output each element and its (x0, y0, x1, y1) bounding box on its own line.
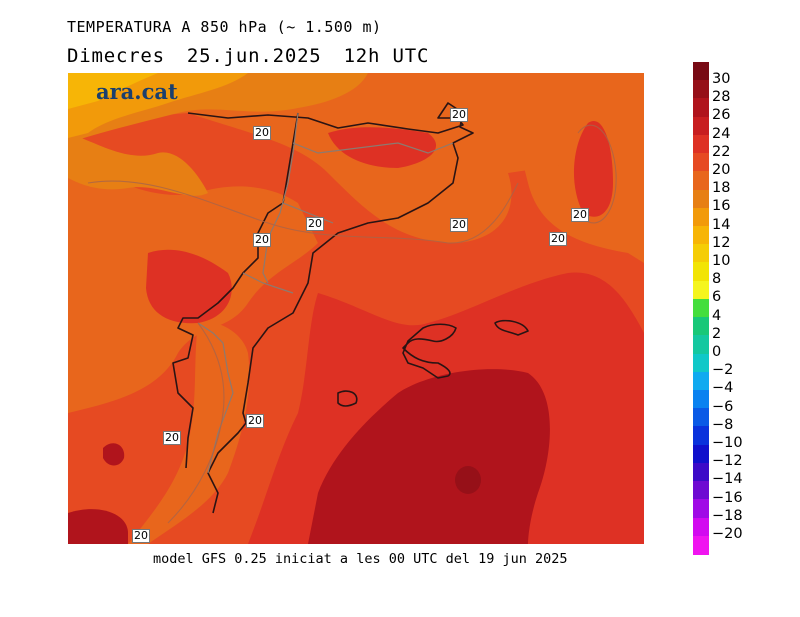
color-scale-label: 2 (712, 325, 722, 342)
forecast-day: Dimecres (67, 45, 165, 67)
coastline (172, 102, 529, 514)
color-scale-label: 0 (712, 344, 722, 360)
contour-label: 20 (253, 233, 271, 247)
color-scale-label: −10 (712, 435, 743, 451)
color-scale-swatch (693, 408, 709, 428)
color-scale-swatch (693, 317, 709, 336)
color-scale-swatch (693, 535, 709, 555)
color-scale-swatch (693, 80, 709, 100)
color-scale-label: 30 (712, 71, 731, 87)
temp-band-16-18-nw (68, 133, 208, 196)
contour-label: 20 (571, 208, 589, 222)
color-scale-swatch (693, 481, 709, 500)
color-scale-swatch (693, 499, 709, 519)
color-scale-swatch (693, 390, 709, 409)
color-scale-swatch (693, 189, 709, 209)
color-scale-swatch (693, 280, 709, 300)
color-scale-label: 20 (712, 162, 731, 178)
isotherm-20 (87, 124, 617, 524)
contour-label: 20 (253, 126, 271, 140)
color-scale-swatch (693, 171, 709, 191)
contour-label: 20 (246, 414, 264, 428)
contour-label: 20 (450, 218, 468, 232)
color-scale-swatch (693, 116, 709, 136)
color-scale-label: −14 (712, 471, 743, 488)
temperature-map (68, 73, 644, 544)
temp-band-22-24-west-pocket (146, 249, 232, 324)
temp-band-22-24-east-pocket (573, 121, 613, 217)
forecast-datetime: Dimecres 25.jun.2025 12h UTC (67, 45, 429, 67)
temp-band-24-26-inland (103, 443, 125, 466)
color-scale-swatch (693, 62, 709, 81)
color-scale-swatch (693, 262, 709, 282)
color-scale-label: −4 (712, 380, 734, 397)
color-scale-label: 24 (712, 125, 731, 142)
color-scale-swatch (693, 134, 709, 154)
color-scale-label: −6 (712, 398, 734, 415)
brand-logo: ara.cat (96, 79, 178, 104)
color-scale-label: 26 (712, 107, 731, 124)
color-scale-swatch (693, 371, 709, 391)
temp-band-24-26-sw (68, 509, 128, 544)
color-scale-label: 14 (712, 216, 731, 233)
forecast-date: 25.jun.2025 (186, 45, 322, 67)
temp-band-18-20-west (68, 73, 318, 413)
color-scale-swatch (693, 335, 709, 355)
color-scale-swatch (693, 244, 709, 264)
color-scale-swatch (693, 426, 709, 446)
color-scale-label: 28 (712, 89, 731, 106)
chart-title: TEMPERATURA A 850 hPa (~ 1.500 m) (67, 18, 382, 36)
temp-band-26-28 (455, 466, 481, 494)
color-scale-swatch (693, 462, 709, 482)
temp-band-24-26 (308, 369, 550, 544)
color-scale-label: 10 (712, 253, 731, 269)
model-info: model GFS 0.25 iniciat a les 00 UTC del … (153, 551, 568, 567)
color-scale-swatch (693, 153, 709, 172)
color-scale-label: 8 (712, 271, 722, 288)
color-scale-label: −16 (712, 489, 743, 506)
contour-label: 20 (549, 232, 567, 246)
contour-label: 20 (132, 529, 150, 543)
color-scale-label: 6 (712, 289, 722, 306)
color-scale-bar (693, 62, 709, 555)
color-scale-label: 4 (712, 307, 722, 324)
contour-label: 20 (306, 217, 324, 231)
color-scale-label: 18 (712, 180, 731, 197)
color-scale-swatch (693, 298, 709, 318)
color-scale-label: −12 (712, 453, 743, 470)
color-scale-swatch (693, 353, 709, 373)
color-scale-swatch (693, 444, 709, 464)
color-scale-label: 12 (712, 234, 731, 251)
color-scale-swatch (693, 517, 709, 537)
color-scale-label: 16 (712, 198, 731, 215)
color-scale-label: −2 (712, 362, 734, 379)
forecast-hour: 12h UTC (343, 45, 430, 67)
temp-band-12-14 (68, 73, 158, 109)
temperature-field (68, 73, 644, 544)
color-scale-label: 22 (712, 143, 731, 160)
contour-label: 20 (450, 108, 468, 122)
color-scale-swatch (693, 226, 709, 245)
color-scale-swatch (693, 207, 709, 227)
color-scale-label: −20 (712, 526, 743, 542)
color-scale-label: −8 (712, 416, 734, 433)
region-borders (197, 112, 454, 474)
temp-band-22-24-north-pocket (328, 127, 437, 168)
temp-band-18-20-valley (128, 322, 250, 544)
color-scale-swatch (693, 98, 709, 118)
color-scale-label: −18 (712, 507, 743, 524)
contour-label: 20 (163, 431, 181, 445)
